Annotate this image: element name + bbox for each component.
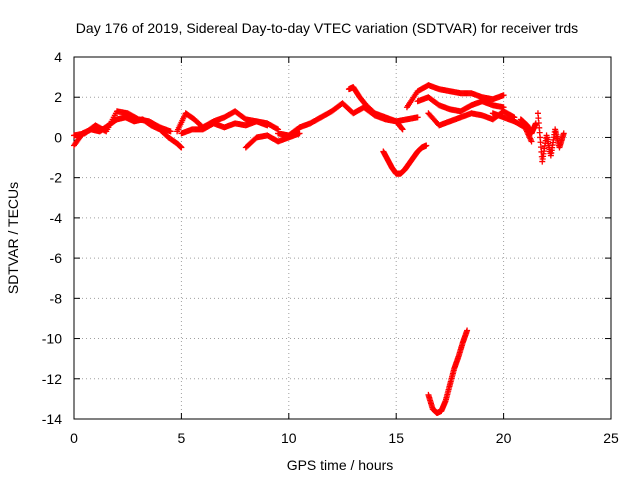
data-point (399, 126, 406, 133)
y-tick-label: 4 (54, 49, 62, 65)
x-tick-label: 0 (70, 430, 78, 446)
y-tick-label: -8 (50, 290, 63, 306)
series-track-m (517, 116, 539, 137)
grid (74, 57, 611, 419)
data-point (178, 144, 185, 151)
data-point (464, 327, 471, 334)
y-axis-label: SDTVAR / TECUs (5, 182, 21, 294)
x-tick-label: 15 (388, 430, 404, 446)
y-tick-label: -14 (42, 411, 62, 427)
series-track-o (425, 327, 471, 416)
data-point (423, 142, 430, 149)
x-tick-label: 10 (281, 430, 297, 446)
x-tick-label: 5 (178, 430, 186, 446)
series-track-i (403, 82, 507, 111)
series-track-k (425, 108, 518, 129)
data-point (414, 114, 421, 121)
data-point (296, 130, 303, 137)
y-tick-label: -10 (42, 331, 62, 347)
y-tick-label: -6 (50, 250, 63, 266)
x-tick-label: 25 (603, 430, 619, 446)
y-tick-label: -2 (50, 170, 63, 186)
data-points (71, 82, 567, 416)
data-point (560, 130, 567, 137)
data-point (264, 122, 271, 129)
series-track-b (71, 108, 174, 139)
series-track-l (489, 110, 535, 145)
chart-title: Day 176 of 2019, Sidereal Day-to-day VTE… (76, 20, 578, 36)
series-track-h (380, 142, 430, 177)
plot-frame (73, 56, 612, 420)
data-point (528, 138, 535, 145)
axis-ticks (73, 56, 612, 420)
series-track-f (275, 100, 421, 139)
data-point (167, 128, 174, 135)
y-tick-label: -12 (42, 371, 62, 387)
y-tick-label: -4 (50, 210, 63, 226)
series-track-j (414, 94, 507, 115)
x-tick-label: 20 (496, 430, 512, 446)
series-track-n (534, 110, 567, 165)
x-axis-label: GPS time / hours (287, 457, 394, 473)
series-track-g (345, 84, 406, 133)
y-tick-label: 0 (54, 129, 62, 145)
data-point (500, 92, 507, 99)
series-track-d (178, 118, 271, 137)
y-tick-label: 2 (54, 89, 62, 105)
